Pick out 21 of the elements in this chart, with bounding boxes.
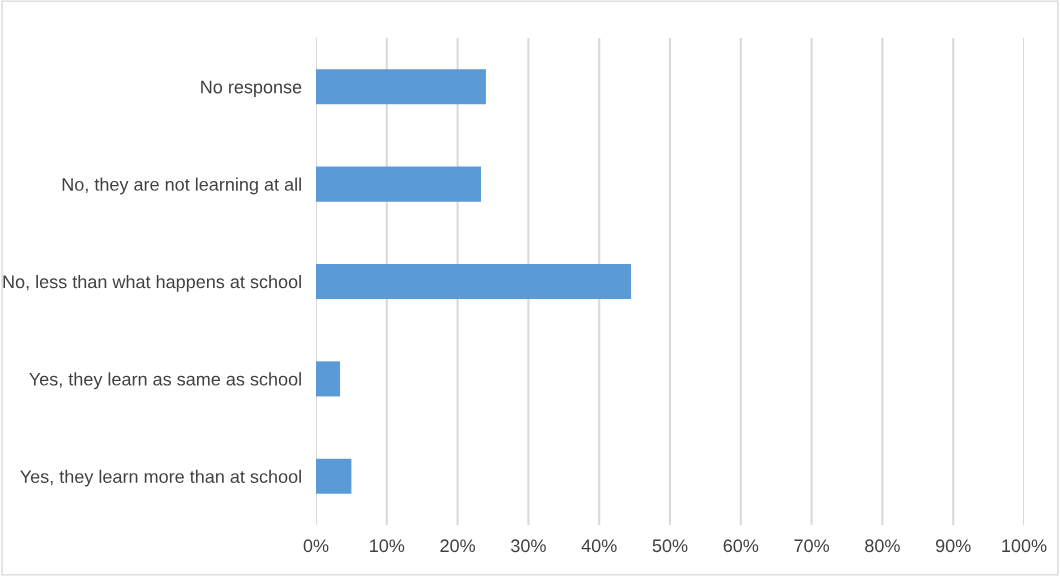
x-tick-label: 70% bbox=[794, 539, 830, 553]
y-tick-label: Yes, they learn as same as school bbox=[29, 372, 301, 390]
bar bbox=[316, 263, 632, 300]
bar bbox=[316, 458, 352, 494]
x-tick-label: 80% bbox=[865, 539, 900, 553]
x-tick-label: 30% bbox=[511, 539, 546, 553]
x-tick-label: 40% bbox=[581, 539, 617, 553]
x-tick-label: 0% bbox=[303, 539, 329, 553]
x-tick-label: 60% bbox=[723, 539, 759, 553]
y-tick-label: Yes, they learn more than at school bbox=[20, 469, 301, 487]
y-tick-label: No response bbox=[201, 80, 302, 97]
bar bbox=[316, 69, 486, 105]
y-tick-label: No, they are not learning at all bbox=[62, 177, 301, 195]
x-tick-label: 10% bbox=[370, 539, 405, 553]
x-tick-label: 100% bbox=[1002, 539, 1047, 553]
x-tick-label: 50% bbox=[652, 539, 688, 553]
x-tick-label: 90% bbox=[935, 539, 971, 553]
bar bbox=[316, 361, 341, 397]
x-tick-label: 20% bbox=[440, 539, 476, 553]
bar bbox=[316, 166, 481, 202]
y-tick-label: No, less than what happens at school bbox=[3, 274, 301, 292]
